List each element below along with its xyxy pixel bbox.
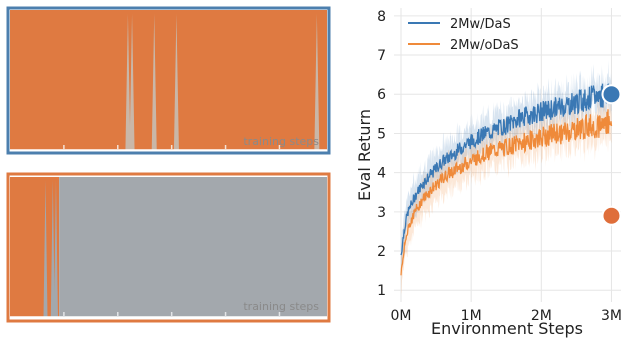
top-spike — [125, 14, 131, 150]
x-tick-label: 3M — [601, 308, 621, 324]
y-tick-label: 2 — [377, 244, 386, 260]
x-tick-label: 0M — [391, 308, 412, 324]
legend: 2Mw/DaS 2Mw/oDaS — [408, 17, 519, 53]
y-axis-title: Eval Return — [355, 109, 374, 201]
bottom-panel-frame — [6, 172, 331, 323]
top-spike — [314, 14, 320, 150]
bottom-panel: training steps — [6, 172, 331, 323]
x-axis-title: Environment Steps — [431, 319, 583, 338]
series-line-0 — [400, 83, 613, 256]
bottom-panel-ticks — [63, 312, 281, 317]
endpoint-markers — [601, 84, 621, 226]
y-tick-label: 6 — [377, 87, 386, 103]
y-tick-label: 5 — [377, 126, 386, 142]
top-panel-frame — [6, 6, 331, 155]
x-tick-labels: 0M 1M 2M 3M — [391, 308, 621, 324]
bottom-panel-left-region — [10, 177, 60, 317]
y-tick-label: 4 — [377, 166, 386, 182]
series-lines — [400, 83, 613, 276]
series-line-1 — [400, 109, 613, 276]
variance-bands — [401, 60, 612, 295]
variance-band-0 — [401, 60, 612, 271]
y-tick-label: 8 — [377, 9, 386, 25]
plot-background — [394, 8, 621, 302]
endpoint-marker-0 — [601, 84, 621, 105]
y-tick-labels: 1 2 3 4 5 6 7 8 — [377, 9, 386, 299]
top-panel: training steps — [6, 6, 331, 155]
top-spike — [173, 14, 179, 150]
eval-return-chart: 1 2 3 4 5 6 7 8 0M 1M 2M 3M Eval Return Environmen… — [355, 8, 621, 338]
legend-label-odas: 2Mw/oDaS — [450, 38, 519, 53]
top-panel-ticks — [63, 145, 281, 150]
bottom-spike — [53, 180, 58, 317]
x-tick-label: 1M — [461, 308, 482, 324]
bottom-spike — [43, 180, 48, 317]
top-panel-spikes — [125, 14, 320, 150]
y-tick-label: 1 — [377, 283, 386, 299]
top-spike — [129, 14, 135, 150]
x-tick-label: 2M — [531, 308, 552, 324]
top-panel-xlabel: training steps — [243, 135, 319, 148]
bottom-spike — [50, 180, 55, 317]
legend-label-das: 2Mw/DaS — [450, 17, 511, 32]
y-tick-label: 3 — [377, 205, 386, 221]
endpoint-marker-1 — [601, 205, 621, 226]
y-tick-label: 7 — [377, 48, 386, 64]
bottom-panel-spikes — [43, 180, 58, 317]
bottom-panel-xlabel: training steps — [243, 300, 319, 313]
top-spike — [151, 14, 157, 150]
bottom-panel-right-region — [59, 177, 327, 317]
top-panel-fill — [10, 10, 327, 150]
variance-band-1 — [401, 92, 612, 295]
